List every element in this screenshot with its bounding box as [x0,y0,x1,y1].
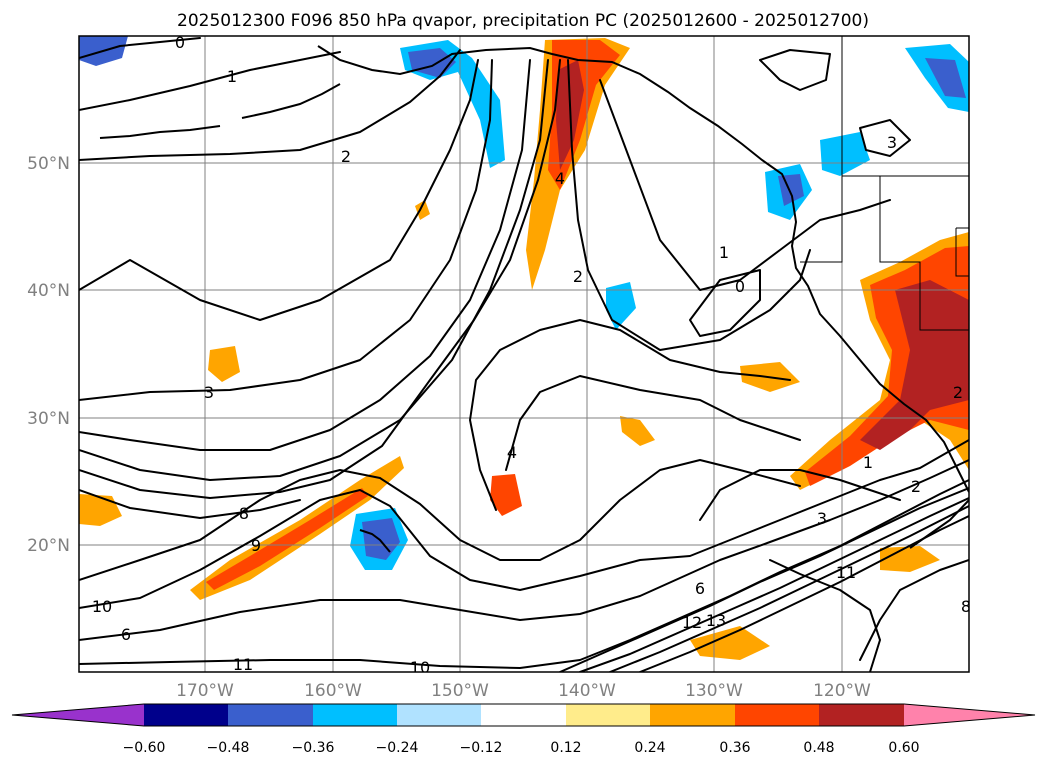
contour-label: 2 [341,147,351,166]
map-title: 2025012300 F096 850 hPa qvapor, precipit… [177,11,869,31]
colorbar-tick-label: −0.36 [292,740,335,756]
contour-label: 8 [961,597,971,616]
colorbar-outline [11,703,1036,727]
precip-red-sw-band [206,488,368,590]
contour-label: 11 [233,655,253,674]
contour-label: 3 [817,509,827,528]
contour-label: 12 [682,613,702,632]
colorbar-tick-label: 0.60 [888,740,919,756]
contour-label: 3 [887,133,897,152]
precip-blue-mid-pacific [606,282,636,330]
colorbar-segments [11,703,1036,727]
colorbar-segment [397,704,481,726]
precip-orange-small-35n [208,346,240,382]
colorbar-tick-label: 0.24 [634,740,665,756]
precip-blue-alberta [820,132,870,176]
contour-labels: 0 1 2 3 2 4 1 0 3 4 8 9 10 6 11 10 3 2 2… [92,33,971,677]
colorbar-ticks: −0.60 −0.48 −0.36 −0.24 −0.12 0.12 0.24 … [123,740,920,756]
precip-navy-bc-coast [778,174,804,206]
lon-label: 170°W [176,681,234,701]
contour-label: 2 [953,383,963,402]
colorbar-segment [735,704,819,726]
colorbar-tick-label: 0.48 [803,740,834,756]
colorbar-extend-high [904,704,1035,726]
colorbar-tick-label: −0.60 [123,740,166,756]
contour-label: 0 [735,277,745,296]
precip-navy-hawaii [362,518,400,560]
map-frame [78,35,970,673]
lon-label: 120°W [813,681,871,701]
contour-label: 0 [175,33,185,52]
contour-label: 1 [227,67,237,86]
colorbar-segment [819,704,904,726]
colorbar-segment [313,704,397,726]
colorbar-tick-label: −0.12 [460,740,503,756]
map-panel: 0 1 2 3 2 4 1 0 3 4 8 9 10 6 11 10 3 2 2… [78,33,971,677]
colorbar-extend-low [12,704,144,726]
colorbar-segment [228,704,313,726]
colorbar-tick-label: −0.24 [376,740,419,756]
contour-label: 1 [863,453,873,472]
precip-orange-25n [490,474,522,516]
contour-label: 3 [204,383,214,402]
contour-label: 2 [911,477,921,496]
colorbar-segment [144,704,228,726]
lat-label: 30°N [27,409,70,429]
contour-label: 6 [121,625,131,644]
longitude-labels: 170°W 160°W 150°W 140°W 130°W 120°W [176,681,871,701]
contour-label: 10 [410,658,430,677]
contour-label: 2 [573,267,583,286]
precip-navy-ne-corner [925,58,966,98]
colorbar-tick-label: 0.36 [719,740,750,756]
qvapor-contours [79,37,969,672]
colorbar-tick-label: −0.48 [207,740,250,756]
lat-label: 50°N [27,154,70,174]
colorbar-segment [481,704,566,726]
contour-label: 1 [719,243,729,262]
contour-label: 11 [836,563,856,582]
precip-orange-south [690,626,770,660]
colorbar: −0.60 −0.48 −0.36 −0.24 −0.12 0.12 0.24 … [11,703,1036,756]
lat-label: 40°N [27,281,70,301]
colorbar-segment [650,704,735,726]
latitude-labels: 50°N 40°N 30°N 20°N [27,154,70,556]
contour-label: 4 [555,169,565,188]
contour-label: 6 [695,579,705,598]
colorbar-tick-label: 0.12 [550,740,581,756]
lon-label: 150°W [431,681,489,701]
contour-label: 8 [239,504,249,523]
precip-dark-red-california [860,280,969,450]
lon-label: 160°W [304,681,362,701]
precip-orange-30n [620,416,655,446]
lat-label: 20°N [27,536,70,556]
lon-label: 140°W [558,681,616,701]
lon-label: 130°W [685,681,743,701]
contour-label: 13 [706,611,726,630]
precip-orange-small-45n [415,200,430,220]
contour-label: 4 [507,443,517,462]
contour-label: 10 [92,597,112,616]
colorbar-segment [566,704,650,726]
contour-label: 9 [251,536,261,555]
